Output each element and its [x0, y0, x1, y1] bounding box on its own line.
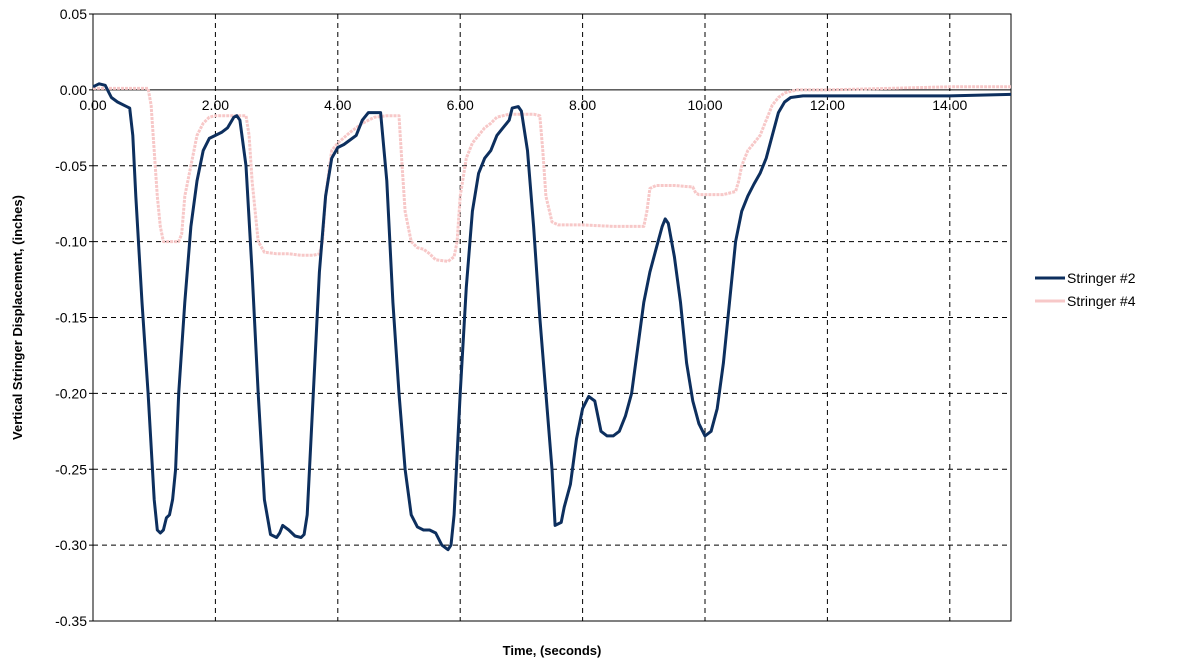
y-tick-label: -0.10	[55, 234, 87, 250]
x-tick-label: 6.00	[447, 97, 474, 113]
y-tick-label: -0.35	[55, 613, 87, 629]
x-tick-label: 10.00	[687, 97, 722, 113]
x-axis-title: Time, (seconds)	[503, 643, 602, 658]
series-line-1	[92, 82, 1012, 552]
y-tick-label: -0.15	[55, 310, 87, 326]
legend-label-1: Stringer #2	[1067, 270, 1136, 286]
y-tick-label: -0.20	[55, 385, 87, 401]
y-axis-title: Vertical Stringer Displacement, (inches)	[10, 195, 25, 440]
grid-lines	[93, 14, 1011, 621]
x-tick-label: 14.00	[932, 97, 967, 113]
x-tick-label: 2.00	[202, 97, 229, 113]
x-tick-label: 12.00	[810, 97, 845, 113]
series-lines	[92, 82, 1012, 552]
series-line-2	[93, 85, 1011, 263]
x-tick-label: 0.00	[79, 97, 106, 113]
y-tick-label: -0.05	[55, 158, 87, 174]
tick-labels: 0.05 0.00 -0.05 -0.10 -0.15 -0.20 -0.25 -0.30 -0…	[55, 6, 967, 629]
y-tick-label: -0.30	[55, 537, 87, 553]
y-tick-label: 0.05	[60, 6, 87, 22]
x-tick-label: 8.00	[569, 97, 596, 113]
legend-label-2: Stringer #4	[1067, 293, 1136, 309]
y-tick-label: -0.25	[55, 461, 87, 477]
x-tick-label: 4.00	[324, 97, 351, 113]
y-tick-label: 0.00	[60, 82, 87, 98]
legend: Stringer #2 Stringer #4	[1035, 270, 1136, 309]
